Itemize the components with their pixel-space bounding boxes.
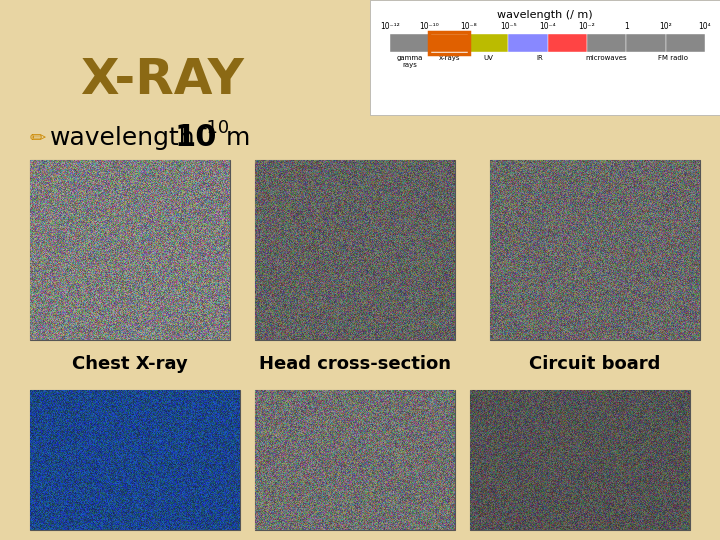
Bar (370, 0, 720, 115)
Bar (587, 34, 626, 52)
Text: gamma
rays: gamma rays (397, 55, 423, 68)
Text: FM radio: FM radio (659, 55, 688, 61)
Text: wavelength: wavelength (50, 126, 196, 150)
Text: Head cross-section: Head cross-section (259, 355, 451, 373)
Bar (30, 160, 230, 340)
Text: 10⁻¹⁰: 10⁻¹⁰ (420, 22, 439, 31)
Text: x-rays: x-rays (438, 55, 460, 61)
Bar (255, 160, 455, 340)
Bar (547, 34, 587, 52)
Bar (429, 32, 469, 54)
Bar (665, 34, 705, 52)
Text: 1: 1 (624, 22, 629, 31)
Bar (30, 390, 240, 530)
Text: IR: IR (536, 55, 543, 61)
Text: 10: 10 (175, 124, 217, 152)
Text: 10⁴: 10⁴ (698, 22, 711, 31)
Text: Circuit board: Circuit board (529, 355, 661, 373)
Text: 10²: 10² (660, 22, 672, 31)
Text: ✏: ✏ (30, 129, 46, 147)
Bar (469, 34, 508, 52)
Bar (255, 390, 455, 530)
Text: 10⁻⁴: 10⁻⁴ (539, 22, 556, 31)
Text: 10⁻⁵: 10⁻⁵ (500, 22, 516, 31)
Text: m: m (218, 126, 251, 150)
Text: X-RAY: X-RAY (80, 56, 244, 104)
Text: 10⁻²: 10⁻² (578, 22, 595, 31)
Bar (626, 34, 665, 52)
Text: 10⁻¹²: 10⁻¹² (380, 22, 400, 31)
Bar (490, 160, 700, 340)
Bar (390, 34, 429, 52)
Text: UV: UV (484, 55, 493, 61)
Text: -10: -10 (200, 119, 229, 137)
Text: microwaves: microwaves (586, 55, 627, 61)
Text: wavelength (/ m): wavelength (/ m) (498, 10, 593, 20)
Text: 10⁻⁸: 10⁻⁸ (460, 22, 477, 31)
Bar (470, 390, 690, 530)
Bar (508, 34, 547, 52)
Text: Chest X-ray: Chest X-ray (72, 355, 188, 373)
Bar (429, 34, 469, 52)
